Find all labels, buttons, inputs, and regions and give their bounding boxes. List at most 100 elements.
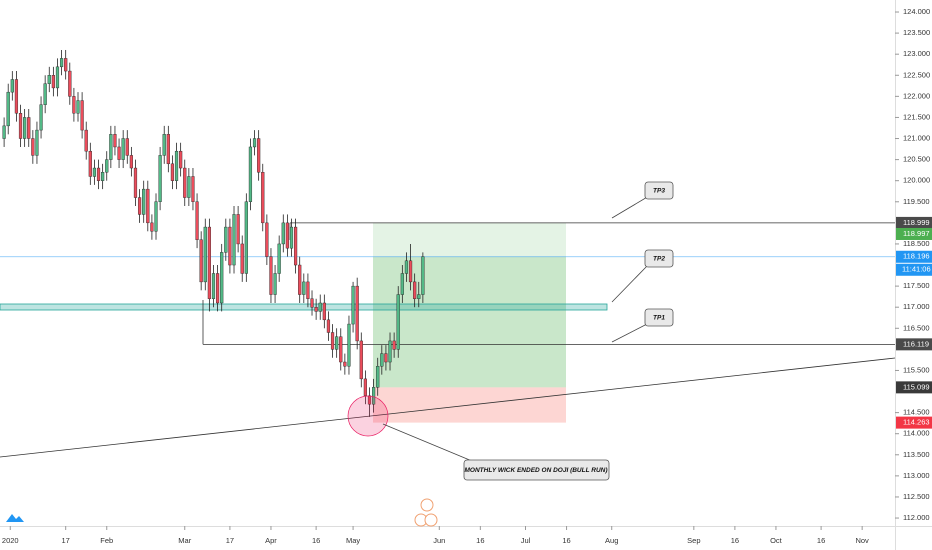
y-tick-label: 123.000	[903, 49, 930, 58]
candle-body	[10, 79, 14, 93]
plot: 124.000 123.500 123.000 122.500 122.000 121.5…	[0, 7, 932, 545]
candle-body	[417, 294, 421, 299]
x-tick-label: 17	[226, 536, 234, 545]
x-tick-label: 16	[731, 536, 739, 545]
price-label: 118.997	[903, 229, 930, 238]
candle-body	[244, 201, 248, 274]
price-label-box	[896, 416, 932, 429]
candle-body	[293, 226, 298, 266]
y-tick-label: 122.500	[903, 70, 930, 79]
candle-body	[310, 298, 314, 308]
note-text: MONTHLY WICK ENDED ON DOJI (BULL RUN)	[465, 467, 608, 474]
candle-body	[240, 243, 244, 274]
y-tick-label: 112.500	[903, 492, 930, 501]
note-box	[463, 459, 610, 481]
y-tick-label: 116.500	[903, 323, 930, 332]
candle-body	[2, 125, 6, 139]
price-label: 118.999	[903, 218, 930, 227]
y-tick-label: 121.500	[903, 112, 930, 121]
candle-body	[413, 281, 417, 299]
candle-body	[228, 226, 232, 266]
candle-body	[166, 134, 170, 165]
candle-body	[137, 197, 142, 215]
candle-body	[84, 129, 88, 152]
candle-body	[203, 226, 207, 283]
callout-pointer	[611, 322, 650, 343]
x-tick-label: Jul	[521, 536, 531, 545]
candle-body	[232, 214, 236, 266]
x-tick-label: 16	[562, 536, 570, 545]
target-zone-upper	[373, 222, 566, 257]
x-tick-label: Mar	[178, 536, 191, 545]
candle-body	[88, 150, 92, 177]
candle-body	[23, 117, 27, 139]
candle-body	[400, 273, 404, 295]
candle-body	[277, 243, 281, 274]
candle-body	[404, 260, 409, 274]
candle-body	[121, 138, 125, 160]
price-label: 114.263	[903, 418, 930, 427]
candle-body	[252, 138, 257, 148]
callout-text: TP2	[653, 256, 665, 263]
y-tick-label: 114.500	[903, 408, 930, 417]
callout-text: TP3	[653, 188, 665, 195]
candle-body	[51, 75, 55, 89]
candle-body	[363, 378, 367, 396]
candle-body	[335, 336, 339, 350]
price-label: 115.099	[903, 382, 930, 391]
trendline	[0, 357, 896, 458]
candle-body	[318, 302, 322, 312]
y-tick-label: 122.000	[903, 91, 930, 100]
candle-body	[314, 306, 318, 312]
countdown-box	[896, 263, 932, 276]
candle-body	[273, 273, 277, 295]
candle-body	[6, 91, 10, 127]
x-tick-label: 16	[476, 536, 484, 545]
candle-body	[129, 155, 133, 169]
candle-body	[125, 138, 129, 156]
candle-body	[207, 226, 211, 299]
candle-body	[257, 138, 261, 173]
candle-body	[109, 134, 113, 160]
candle-body	[289, 226, 294, 249]
candle-body	[117, 146, 121, 160]
tool-icons	[414, 498, 438, 527]
candle-body	[281, 222, 285, 245]
candle-body	[421, 256, 425, 295]
candle-body	[96, 167, 101, 181]
candle-body	[191, 176, 195, 202]
callout-pointer	[611, 195, 650, 219]
x-tick-label: 16	[312, 536, 320, 545]
candle-body	[133, 167, 138, 198]
candle-body	[18, 113, 23, 139]
icon	[420, 498, 434, 512]
candle-body	[72, 96, 76, 114]
candle-body	[339, 336, 343, 363]
y-tick-label: 117.000	[903, 302, 930, 311]
candle-body	[248, 146, 253, 202]
candle-body	[179, 150, 183, 169]
candle-body	[302, 281, 306, 295]
x-tick-label: 2020	[2, 536, 19, 545]
candle-body	[326, 319, 331, 333]
candle-body	[396, 294, 400, 350]
candle-body	[162, 134, 166, 156]
candle-body	[80, 100, 84, 131]
candle-body	[43, 83, 47, 105]
candle-body	[170, 163, 175, 181]
x-tick-label: Aug	[605, 536, 618, 545]
candle-body	[347, 323, 351, 367]
y-tick-label: 112.000	[903, 513, 930, 522]
candle-body	[183, 167, 187, 198]
candle-body	[351, 285, 355, 325]
candle-body	[199, 239, 203, 283]
candle-body	[195, 201, 199, 240]
icon	[424, 513, 438, 527]
note-pointer	[382, 423, 473, 462]
candle-body	[211, 273, 216, 299]
x-tick-label: Apr	[265, 536, 277, 545]
price-label-box	[896, 216, 932, 229]
candle-body	[380, 353, 384, 367]
candle-body	[101, 172, 105, 181]
